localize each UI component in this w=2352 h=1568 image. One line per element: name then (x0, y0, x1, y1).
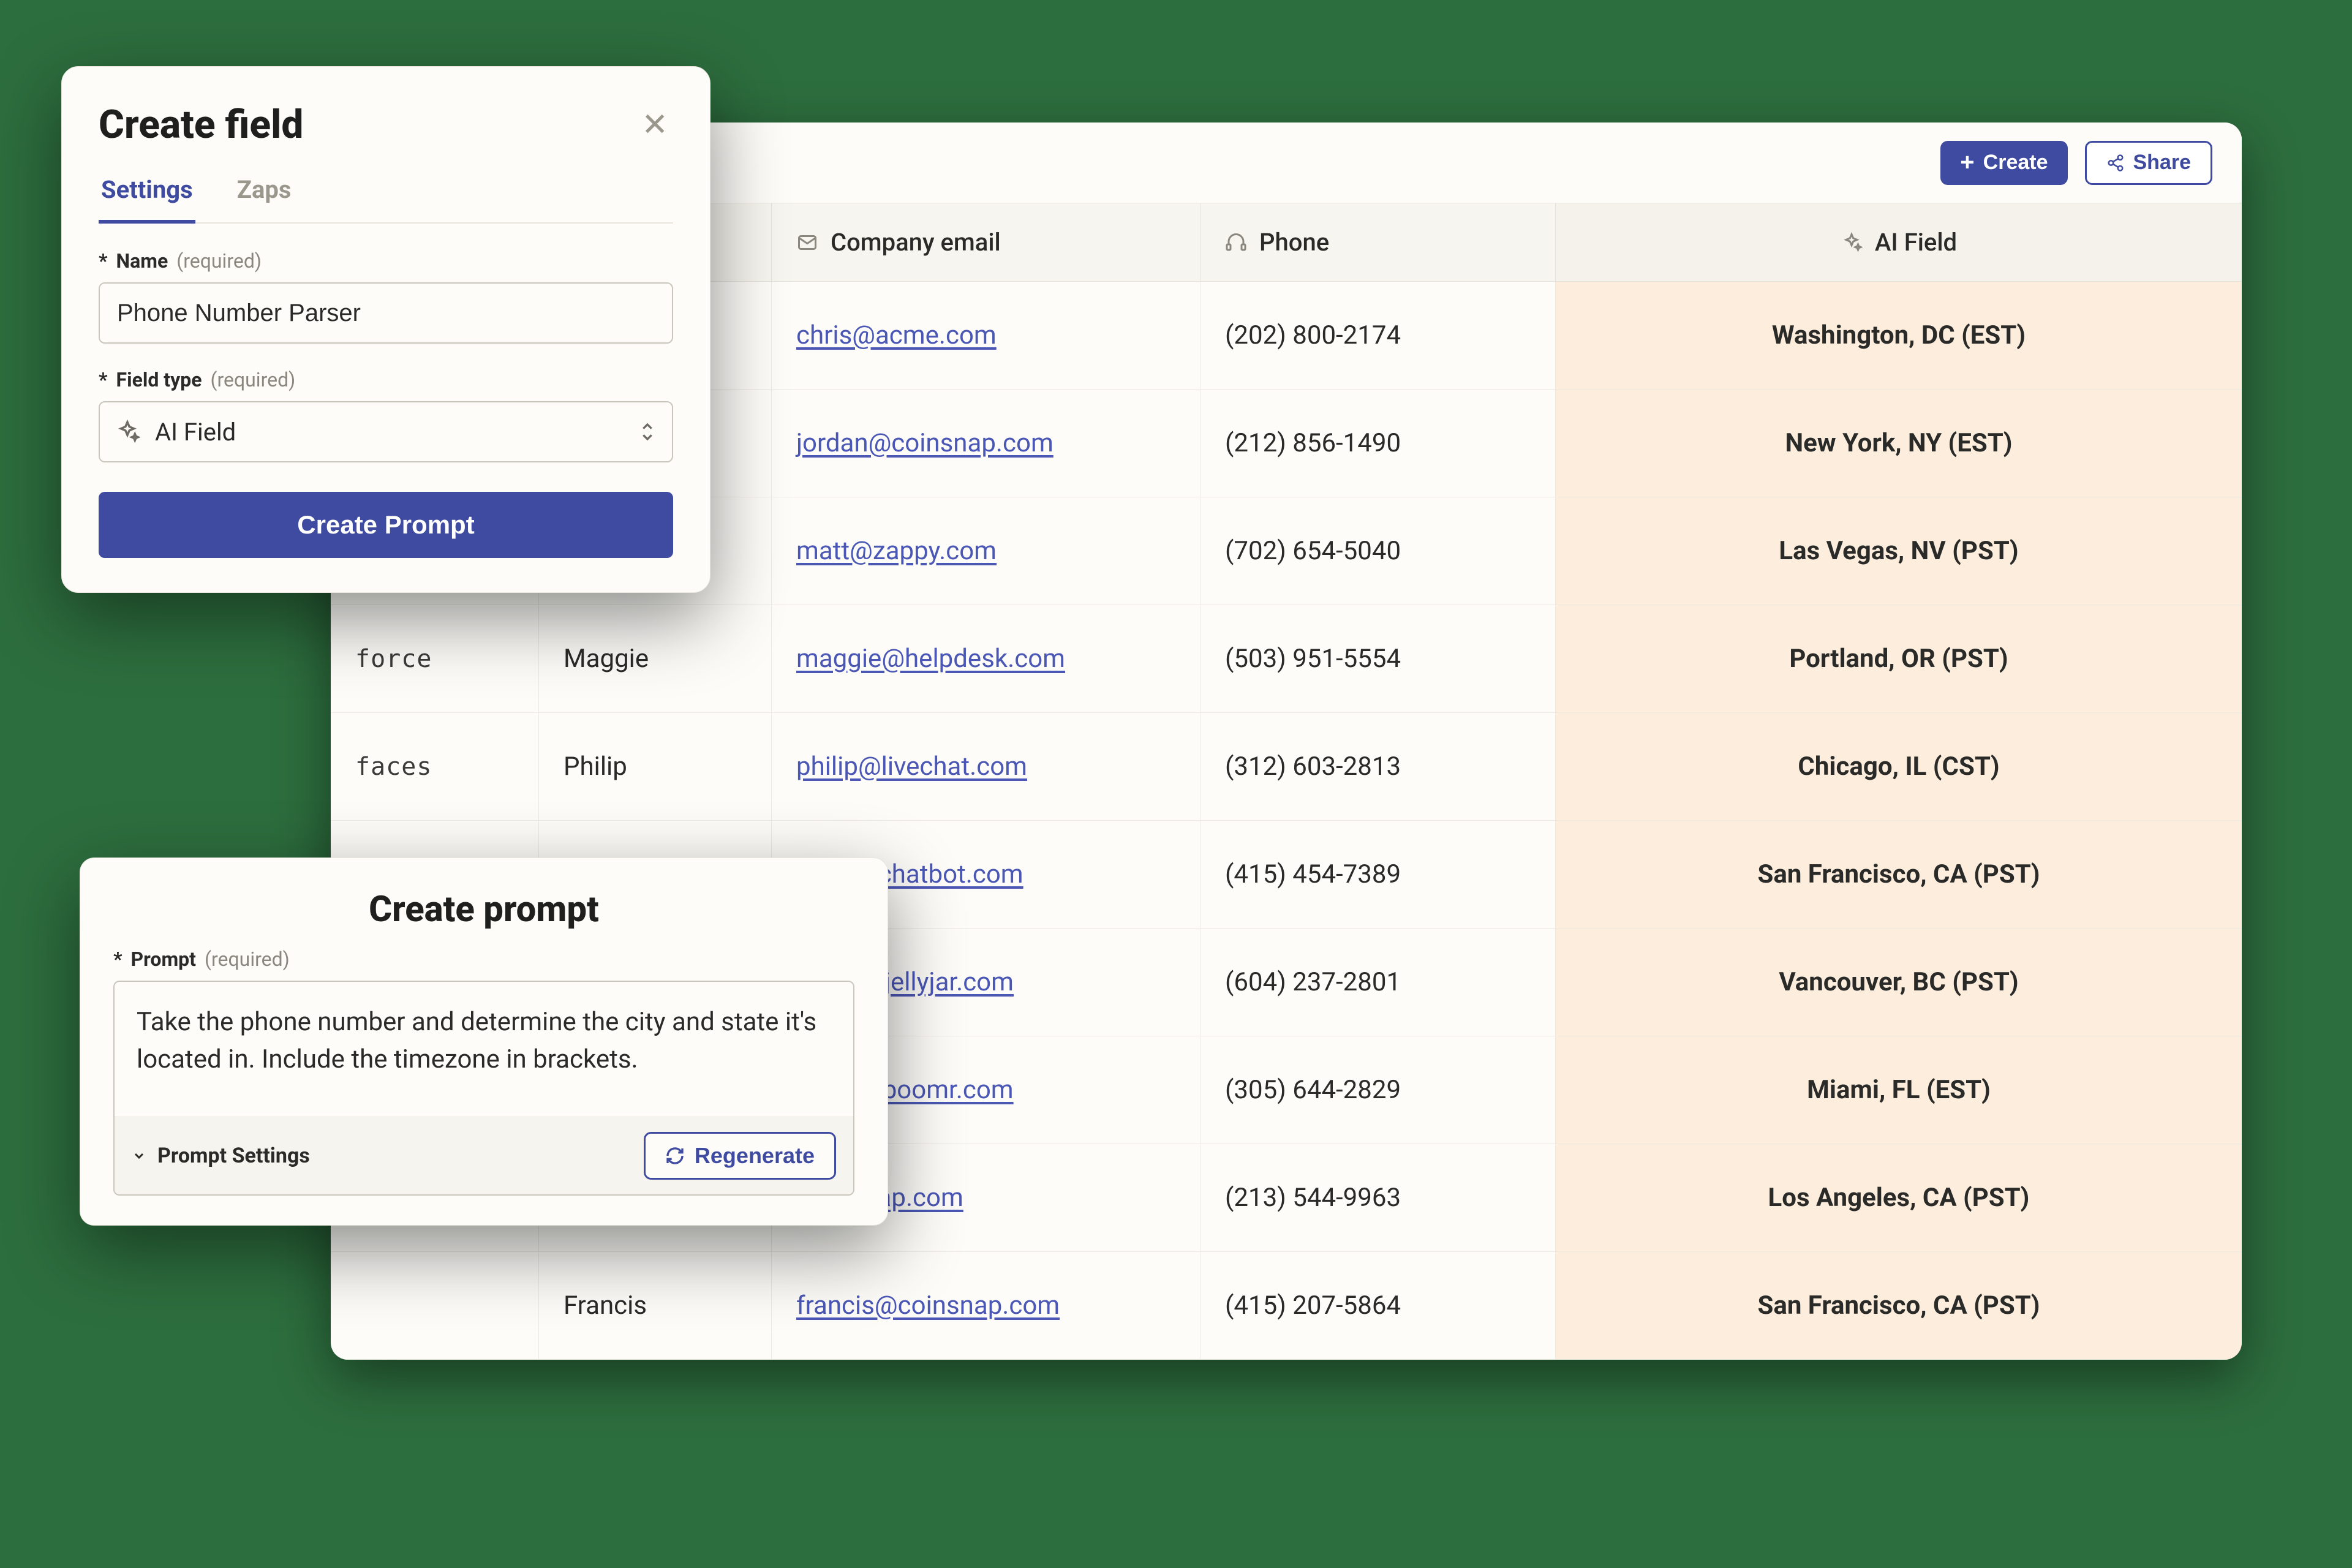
field-type-select[interactable]: AI Field (99, 401, 673, 462)
close-icon[interactable]: ✕ (636, 101, 673, 148)
cell-phone[interactable]: (202) 800-2174 (1200, 282, 1556, 389)
email-link[interactable]: maggie@helpdesk.com (796, 644, 1065, 674)
table-row[interactable]: facesPhilip philip@livechat.com (312) 603-… (331, 713, 2242, 821)
email-link[interactable]: matt@zappy.com (796, 536, 997, 566)
cell-ai-field[interactable]: Miami, FL (EST) (1556, 1036, 2242, 1144)
regenerate-label: Regenerate (695, 1143, 815, 1169)
col-header-phone-label: Phone (1259, 228, 1329, 257)
sparkle-icon (115, 419, 140, 445)
cell-phone[interactable]: (305) 644-2829 (1200, 1036, 1556, 1144)
create-prompt-panel: Create prompt * Prompt (required) Take t… (80, 858, 888, 1226)
prompt-settings-label: Prompt Settings (157, 1144, 310, 1168)
email-link[interactable]: jordan@coinsnap.com (796, 428, 1054, 458)
sparkle-icon (1841, 232, 1863, 254)
cell-ai-field[interactable]: Las Vegas, NV (PST) (1556, 497, 2242, 605)
col-header-email-label: Company email (831, 228, 1001, 257)
cell-phone[interactable]: (312) 603-2813 (1200, 713, 1556, 820)
create-field-tabs: Settings Zaps (99, 162, 673, 224)
cell-email[interactable]: philip@livechat.com (772, 713, 1200, 820)
create-prompt-title: Create prompt (113, 889, 854, 930)
cell-name[interactable]: Philip (539, 713, 772, 820)
regenerate-button[interactable]: Regenerate (644, 1132, 836, 1180)
type-field-hint: (required) (211, 368, 296, 391)
name-field-label: Name (116, 249, 168, 273)
tab-settings[interactable]: Settings (99, 162, 195, 224)
cell-phone[interactable]: (702) 654-5040 (1200, 497, 1556, 605)
cell-phone[interactable]: (503) 951-5554 (1200, 605, 1556, 712)
required-asterisk: * (99, 368, 108, 391)
cell-ai-field[interactable]: Los Angeles, CA (PST) (1556, 1144, 2242, 1251)
cell-company[interactable] (331, 1252, 539, 1359)
create-prompt-button[interactable]: Create Prompt (99, 492, 673, 558)
cell-phone[interactable]: (415) 207-5864 (1200, 1252, 1556, 1359)
col-header-email[interactable]: Company email (772, 203, 1200, 281)
cell-email[interactable]: francis@coinsnap.com (772, 1252, 1200, 1359)
prompt-textarea[interactable]: Take the phone number and determine the … (115, 982, 853, 1117)
cell-ai-field[interactable]: Chicago, IL (CST) (1556, 713, 2242, 820)
field-type-value: AI Field (155, 418, 236, 447)
col-header-ai[interactable]: AI Field (1556, 203, 2242, 281)
cell-email[interactable]: maggie@helpdesk.com (772, 605, 1200, 712)
cell-name[interactable]: Maggie (539, 605, 772, 712)
cell-name[interactable]: Francis (539, 1252, 772, 1359)
prompt-field-label-row: * Prompt (required) (113, 948, 854, 971)
cell-ai-field[interactable]: San Francisco, CA (PST) (1556, 1252, 2242, 1359)
prompt-field-label: Prompt (131, 948, 196, 971)
type-field-label: Field type (116, 368, 202, 391)
cell-ai-field[interactable]: Vancouver, BC (PST) (1556, 929, 2242, 1036)
chevron-updown-icon (638, 420, 657, 444)
tab-zaps[interactable]: Zaps (235, 162, 294, 224)
name-field-label-row: * Name (required) (99, 249, 673, 273)
cell-company[interactable]: faces (331, 713, 539, 820)
required-asterisk: * (113, 948, 123, 971)
col-header-phone[interactable]: Phone (1200, 203, 1556, 281)
share-button-label: Share (2133, 151, 2192, 175)
email-link[interactable]: francis@coinsnap.com (796, 1291, 1060, 1321)
field-name-input[interactable] (99, 282, 673, 344)
cell-phone[interactable]: (415) 454-7389 (1200, 821, 1556, 928)
chevron-down-icon (132, 1148, 146, 1163)
cell-email[interactable]: jordan@coinsnap.com (772, 390, 1200, 497)
mail-icon (796, 232, 818, 254)
name-field-hint: (required) (176, 249, 262, 273)
headset-icon (1225, 232, 1247, 254)
cell-ai-field[interactable]: San Francisco, CA (PST) (1556, 821, 2242, 928)
table-row[interactable]: Francis francis@coinsnap.com (415) 207-586… (331, 1252, 2242, 1360)
share-button[interactable]: Share (2085, 141, 2213, 185)
email-link[interactable]: philip@livechat.com (796, 752, 1027, 782)
email-link[interactable]: chris@acme.com (796, 320, 997, 350)
cell-phone[interactable]: (212) 856-1490 (1200, 390, 1556, 497)
cell-company[interactable]: force (331, 605, 539, 712)
prompt-settings-toggle[interactable]: Prompt Settings (132, 1144, 310, 1168)
required-asterisk: * (99, 249, 108, 273)
type-field-label-row: * Field type (required) (99, 368, 673, 391)
prompt-field-hint: (required) (205, 948, 290, 971)
create-button[interactable]: Create (1940, 141, 2067, 185)
table-row[interactable]: forceMaggie maggie@helpdesk.com (503) 951-… (331, 605, 2242, 713)
cell-email[interactable]: chris@acme.com (772, 282, 1200, 389)
cell-email[interactable]: matt@zappy.com (772, 497, 1200, 605)
refresh-icon (665, 1146, 685, 1166)
cell-phone[interactable]: (213) 544-9963 (1200, 1144, 1556, 1251)
share-icon (2106, 154, 2125, 172)
cell-phone[interactable]: (604) 237-2801 (1200, 929, 1556, 1036)
plus-icon (1960, 150, 1974, 176)
prompt-box: Take the phone number and determine the … (113, 981, 854, 1196)
cell-ai-field[interactable]: Portland, OR (PST) (1556, 605, 2242, 712)
prompt-footer: Prompt Settings Regenerate (115, 1117, 853, 1194)
col-header-ai-label: AI Field (1875, 228, 1957, 257)
cell-ai-field[interactable]: New York, NY (EST) (1556, 390, 2242, 497)
create-field-title: Create field (99, 102, 303, 148)
create-button-label: Create (1983, 151, 2048, 175)
cell-ai-field[interactable]: Washington, DC (EST) (1556, 282, 2242, 389)
create-field-modal: Create field ✕ Settings Zaps * Name (req… (61, 66, 710, 593)
